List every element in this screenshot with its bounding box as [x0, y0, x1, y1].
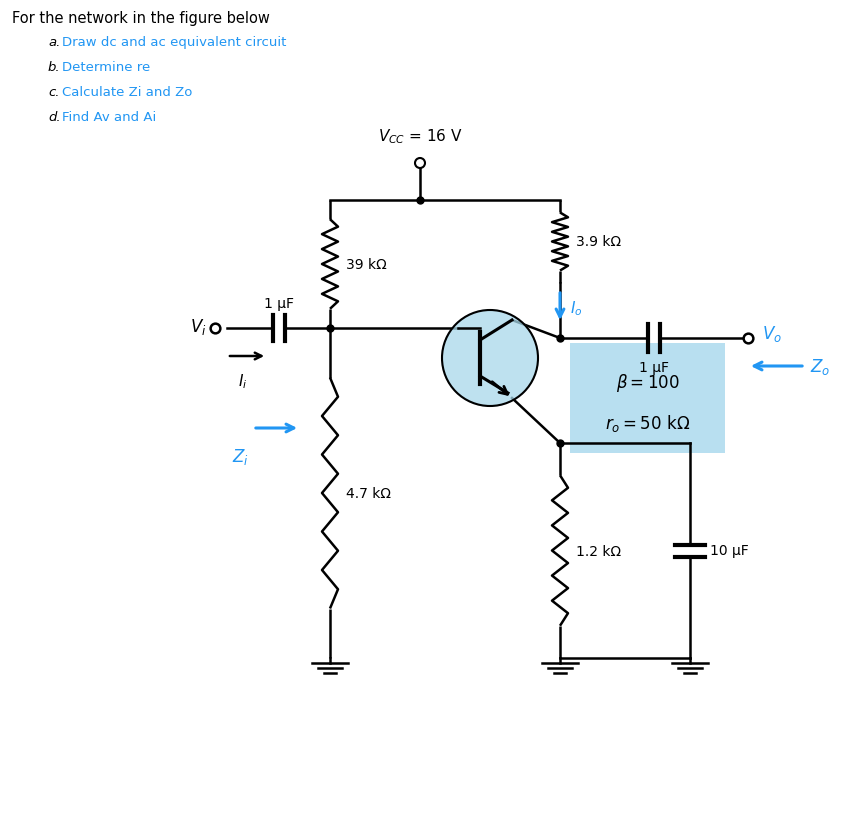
Text: 1 μF: 1 μF	[639, 360, 669, 374]
Text: 1 μF: 1 μF	[263, 296, 294, 310]
Text: 4.7 kΩ: 4.7 kΩ	[346, 486, 391, 500]
Text: Determine re: Determine re	[62, 61, 150, 74]
Text: $V_{CC}$ = 16 V: $V_{CC}$ = 16 V	[377, 128, 463, 146]
Text: 1.2 kΩ: 1.2 kΩ	[576, 544, 621, 558]
Text: $Z_o$: $Z_o$	[810, 357, 830, 377]
Text: $V_i$: $V_i$	[191, 316, 207, 337]
Text: b.: b.	[48, 61, 61, 74]
Circle shape	[442, 310, 538, 407]
Text: $I_i$: $I_i$	[238, 372, 247, 390]
Text: $\beta = 100$: $\beta = 100$	[615, 371, 679, 393]
Text: $I_o$: $I_o$	[570, 299, 582, 318]
Text: 3.9 kΩ: 3.9 kΩ	[576, 235, 621, 249]
Text: a.: a.	[48, 36, 61, 49]
Text: 39 kΩ: 39 kΩ	[346, 258, 387, 272]
Text: c.: c.	[48, 86, 59, 99]
Text: Calculate Zi and Zo: Calculate Zi and Zo	[62, 86, 192, 99]
Text: 10 μF: 10 μF	[710, 544, 749, 558]
Text: Find Av and Ai: Find Av and Ai	[62, 111, 156, 124]
Text: $V_o$: $V_o$	[762, 324, 782, 344]
Text: For the network in the figure below: For the network in the figure below	[12, 11, 270, 26]
Text: $r_o = 50\ \mathrm{k\Omega}$: $r_o = 50\ \mathrm{k\Omega}$	[605, 412, 690, 433]
Text: $Z_i$: $Z_i$	[231, 446, 248, 466]
Text: Draw dc and ac equivalent circuit: Draw dc and ac equivalent circuit	[62, 36, 286, 49]
FancyBboxPatch shape	[570, 344, 725, 454]
Text: d.: d.	[48, 111, 61, 124]
